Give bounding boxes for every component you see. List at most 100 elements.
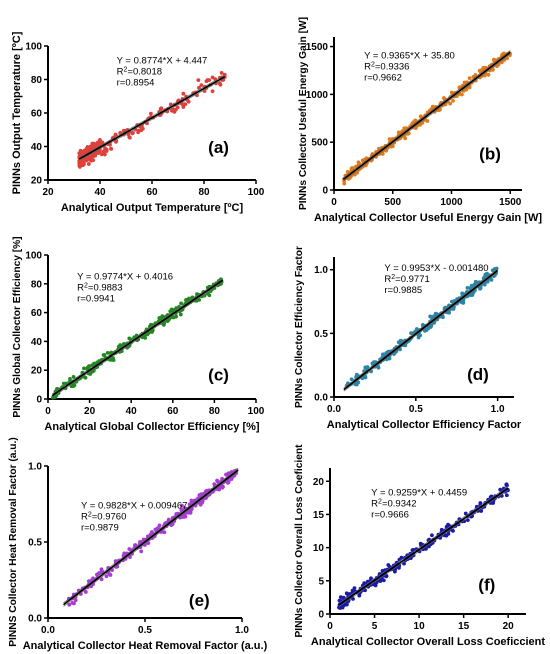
x-axis-title: Analytical Collector Heat Removal Factor… bbox=[23, 640, 268, 652]
data-point bbox=[140, 126, 145, 131]
data-point bbox=[198, 502, 203, 507]
x-tick-label: 0.5 bbox=[409, 404, 423, 415]
data-point bbox=[157, 523, 162, 528]
data-point bbox=[425, 119, 430, 123]
x-tick-label: 80 bbox=[198, 187, 210, 198]
data-point bbox=[504, 493, 509, 498]
data-point bbox=[68, 377, 72, 381]
data-point bbox=[103, 152, 107, 157]
data-point bbox=[451, 307, 456, 311]
data-point bbox=[490, 268, 495, 273]
ci-lower-line bbox=[51, 281, 223, 398]
regression-line bbox=[78, 76, 226, 160]
y-tick-label: 0 bbox=[318, 610, 324, 621]
data-point bbox=[77, 163, 82, 168]
data-point bbox=[450, 91, 455, 96]
data-point bbox=[73, 598, 78, 603]
ci-lower-line bbox=[63, 471, 239, 607]
data-point bbox=[100, 569, 105, 574]
data-point bbox=[429, 314, 434, 319]
data-point bbox=[186, 99, 191, 104]
data-point bbox=[429, 323, 434, 328]
data-point bbox=[67, 602, 72, 607]
y-axis-title: PINNs Collector Efficiency Factor bbox=[294, 246, 305, 408]
data-point bbox=[92, 144, 97, 149]
data-point bbox=[434, 312, 439, 317]
regression-equation: Y = 0.9828*X + 0.009467 bbox=[81, 501, 188, 512]
data-point bbox=[89, 156, 94, 161]
x-axis-title: Analytical Output Temperature [ºC] bbox=[61, 202, 244, 214]
correlation-r: r=0.9941 bbox=[77, 293, 115, 304]
data-point bbox=[95, 360, 100, 365]
data-point bbox=[457, 517, 462, 522]
data-point bbox=[70, 600, 75, 605]
y-tick-label: 0 bbox=[36, 395, 42, 406]
chart-panel-4: 0.0 0.5 1.0 0.0 0.5 1.0 Analytical Collector E… bbox=[294, 246, 522, 431]
data-point bbox=[218, 82, 223, 87]
data-point bbox=[199, 83, 204, 88]
x-tick-label: 500 bbox=[384, 197, 401, 208]
data-point bbox=[465, 518, 470, 522]
panel-label: (d) bbox=[467, 365, 489, 384]
data-point bbox=[219, 70, 224, 75]
r-squared: R2=0.9342 bbox=[371, 499, 416, 510]
ci-upper-line bbox=[79, 74, 225, 158]
data-point bbox=[104, 574, 109, 579]
y-tick-label: 100 bbox=[25, 42, 42, 53]
data-point bbox=[86, 579, 91, 584]
y-axis-title: PINNs Output Temperature [ºC] bbox=[11, 31, 23, 194]
data-point bbox=[173, 107, 178, 112]
x-tick-label: 1500 bbox=[499, 197, 522, 208]
regression-equation: Y = 0.8774*X + 4.447 bbox=[117, 55, 208, 66]
regression-line bbox=[342, 51, 511, 181]
data-point bbox=[180, 503, 184, 508]
data-point bbox=[463, 511, 468, 516]
data-point bbox=[479, 68, 484, 72]
data-point bbox=[451, 99, 455, 103]
data-point bbox=[116, 344, 121, 349]
ci-upper-line bbox=[338, 486, 509, 604]
y-tick-label: 5 bbox=[318, 576, 324, 587]
data-point bbox=[197, 493, 202, 497]
panel-label: (e) bbox=[189, 591, 210, 610]
data-point bbox=[422, 328, 427, 333]
y-tick-label: 40 bbox=[31, 142, 43, 153]
data-point bbox=[397, 565, 401, 570]
data-point bbox=[114, 565, 119, 569]
data-point bbox=[488, 501, 493, 505]
data-point bbox=[71, 384, 76, 388]
data-point bbox=[369, 369, 373, 374]
data-point bbox=[442, 96, 446, 100]
data-point bbox=[139, 549, 144, 554]
data-point bbox=[100, 140, 105, 145]
ci-upper-line bbox=[343, 268, 498, 389]
ci-upper-line bbox=[63, 468, 239, 604]
x-tick-label: 100 bbox=[248, 406, 265, 417]
y-tick-label: 15 bbox=[313, 510, 325, 521]
r-squared: R2=0.8018 bbox=[117, 66, 162, 77]
r-squared: R2=0.9771 bbox=[384, 274, 429, 285]
data-point bbox=[352, 586, 357, 591]
x-tick-label: 60 bbox=[146, 187, 158, 198]
data-point bbox=[465, 285, 470, 290]
x-tick-label: 1.0 bbox=[235, 625, 249, 636]
y-tick-label: 60 bbox=[31, 308, 43, 319]
data-point bbox=[397, 557, 402, 562]
y-tick-label: 20 bbox=[313, 477, 325, 488]
correlation-r: r=0.9885 bbox=[384, 285, 422, 296]
panel-label: (b) bbox=[479, 144, 501, 163]
data-point bbox=[99, 152, 104, 157]
correlation-r: r=0.8954 bbox=[117, 77, 155, 88]
regression-line bbox=[63, 469, 239, 606]
y-tick-label: 1.0 bbox=[314, 265, 328, 276]
data-point bbox=[451, 528, 455, 533]
data-point bbox=[467, 76, 472, 81]
y-tick-label: 100 bbox=[25, 251, 42, 262]
data-point bbox=[448, 101, 453, 106]
data-point bbox=[459, 92, 464, 97]
x-tick-label: 20 bbox=[42, 187, 54, 198]
data-point bbox=[460, 291, 465, 296]
data-point bbox=[194, 298, 199, 303]
data-point bbox=[357, 161, 361, 166]
chart-panel-1: 20 40 60 80 100 20 40 60 80 100 Analytical Output … bbox=[11, 31, 265, 214]
